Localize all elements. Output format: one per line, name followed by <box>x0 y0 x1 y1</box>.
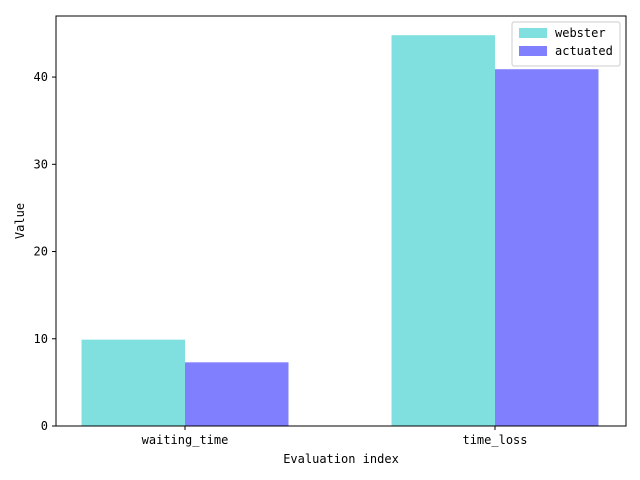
bar-actuated-waiting-time <box>185 362 289 426</box>
x-axis-label: Evaluation index <box>283 452 399 466</box>
y-tick-label: 30 <box>34 157 48 171</box>
x-tick-label: waiting_time <box>142 433 229 447</box>
bars-layer <box>81 35 599 426</box>
y-tick-label: 0 <box>41 419 48 433</box>
y-axis: 0 10 20 30 40 <box>34 70 56 433</box>
plot-frame <box>55 15 627 427</box>
legend-swatch-actuated <box>519 46 547 56</box>
legend-label-actuated: actuated <box>555 44 613 58</box>
legend: webster actuated <box>511 21 621 67</box>
y-axis-label: Value <box>13 203 27 239</box>
x-tick-label: time_loss <box>462 433 527 447</box>
bar-webster-time-loss <box>391 35 495 426</box>
bar-actuated-time-loss <box>495 69 599 426</box>
x-axis: waiting_time time_loss <box>142 426 528 447</box>
bar-webster-waiting-time <box>81 339 185 426</box>
legend-swatch-webster <box>519 28 547 38</box>
y-tick-label: 20 <box>34 245 48 259</box>
y-tick-label: 10 <box>34 332 48 346</box>
legend-label-webster: webster <box>555 26 606 40</box>
y-tick-label: 40 <box>34 70 48 84</box>
